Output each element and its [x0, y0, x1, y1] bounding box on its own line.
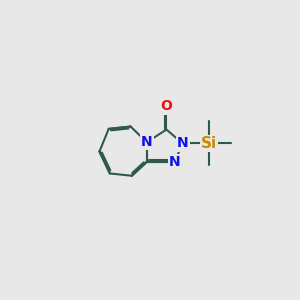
Text: N: N: [169, 155, 180, 169]
Text: N: N: [141, 135, 153, 149]
Text: Si: Si: [201, 136, 217, 151]
Text: O: O: [160, 100, 172, 113]
Text: N: N: [177, 136, 188, 150]
